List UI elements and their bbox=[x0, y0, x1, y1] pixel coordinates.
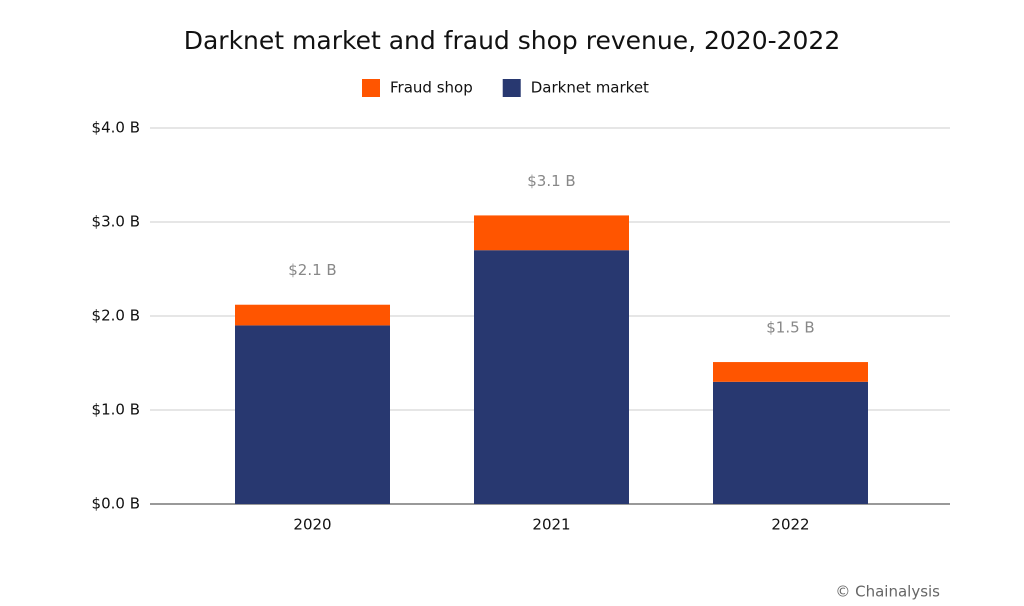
bar-segment bbox=[235, 304, 390, 326]
x-tick-label: 2021 bbox=[532, 516, 570, 534]
x-tick-label: 2020 bbox=[293, 516, 331, 534]
legend-label: Fraud shop bbox=[390, 79, 473, 97]
bar-segment bbox=[474, 250, 629, 504]
legend-swatch bbox=[502, 79, 521, 97]
bar-segment bbox=[235, 325, 390, 504]
legend-swatch bbox=[362, 79, 380, 97]
x-tick-label: 2022 bbox=[771, 516, 809, 534]
total-label: $2.1 B bbox=[288, 261, 336, 279]
y-tick-label: $1.0 B bbox=[92, 401, 140, 419]
total-label: $1.5 B bbox=[766, 319, 814, 337]
y-tick-label: $4.0 B bbox=[92, 119, 140, 137]
y-tick-label: $3.0 B bbox=[92, 213, 140, 231]
bar-segment bbox=[713, 381, 868, 504]
chart-title: Darknet market and fraud shop revenue, 2… bbox=[184, 26, 841, 55]
source-note: © Chainalysis bbox=[835, 583, 940, 601]
y-tick-label: $0.0 B bbox=[92, 495, 140, 513]
total-label: $3.1 B bbox=[527, 172, 575, 190]
legend-label: Darknet market bbox=[531, 79, 649, 97]
bar-segment bbox=[474, 215, 629, 251]
y-tick-label: $2.0 B bbox=[92, 307, 140, 325]
bar-segment bbox=[713, 362, 868, 382]
